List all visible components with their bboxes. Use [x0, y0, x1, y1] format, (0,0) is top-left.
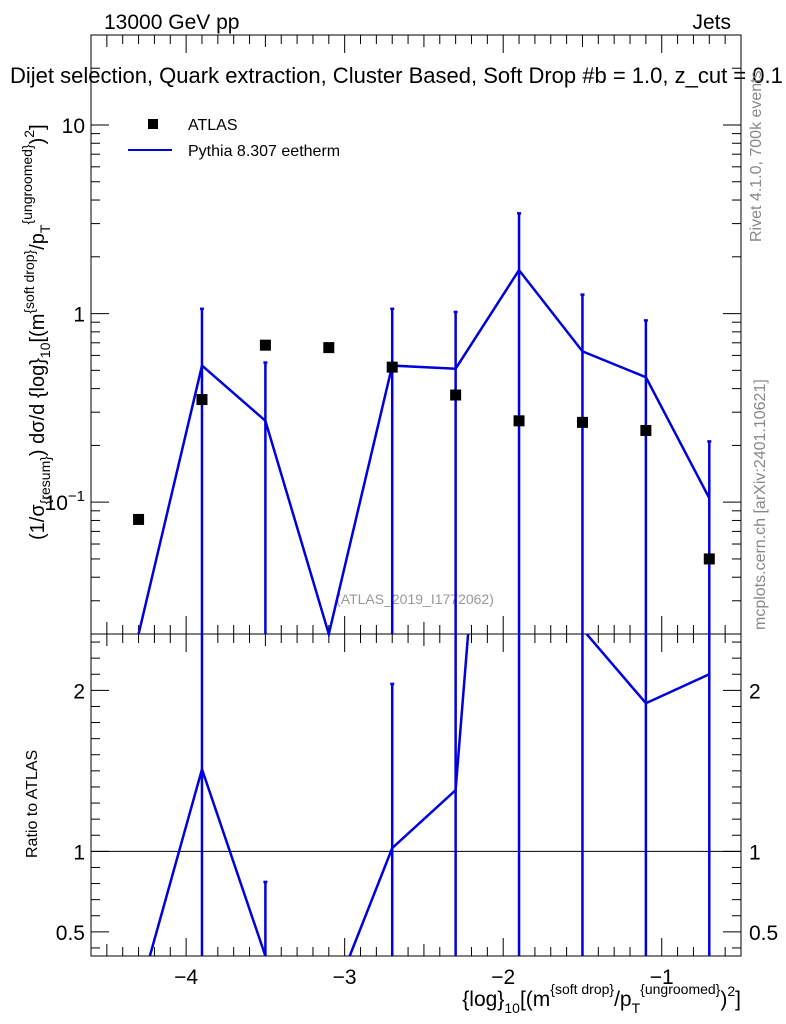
atlas-point	[323, 342, 335, 354]
legend-atlas-label: ATLAS	[188, 117, 238, 134]
mcplots-label: mcplots.cern.ch [arXiv:2401.10621]	[752, 379, 769, 630]
ratio-ytick-label: 0.5	[56, 922, 85, 945]
main-ytick-label: 10	[62, 115, 85, 138]
main-ticks: 10−1 1 10	[45, 34, 742, 635]
legend-pythia-label: Pythia 8.307 eetherm	[188, 143, 340, 160]
atlas-point	[196, 394, 208, 406]
atlas-point	[703, 553, 715, 565]
main-marks	[133, 212, 715, 639]
ratio-ytick-label-right: 2	[749, 680, 761, 703]
ratio-ylabel: Ratio to ATLAS	[24, 750, 41, 858]
ratio-ytick-label: 1	[73, 841, 85, 864]
ratio-ytick-label-right: 1	[749, 841, 761, 864]
pythia-line	[137, 267, 711, 639]
analysis-watermark: (ATLAS_2019_I1772062)	[336, 591, 494, 607]
ratio-xtick-label: −2	[491, 966, 515, 989]
atlas-point	[133, 513, 145, 525]
atlas-point	[386, 361, 398, 373]
atlas-point	[450, 389, 462, 401]
ratio-xtick-label: −1	[650, 966, 674, 989]
category-label: Jets	[692, 11, 731, 34]
atlas-point	[640, 424, 652, 436]
legend: ATLAS Pythia 8.307 eetherm	[128, 117, 340, 160]
ratio-xtick-label: −3	[333, 966, 357, 989]
ratio-ticks: −4 −3 −2 −1 0.5 0.5 1 1 2 2	[56, 634, 778, 989]
main-ytick-label: 10−1	[45, 488, 85, 515]
plot-title: Dijet selection, Quark extraction, Clust…	[10, 63, 783, 88]
ratio-line	[148, 634, 710, 956]
atlas-point	[259, 339, 271, 351]
ratio-ytick-label-right: 0.5	[749, 922, 778, 945]
ratio-xtick-label: −4	[174, 966, 198, 989]
legend-atlas-marker	[148, 119, 158, 129]
rivet-label: Rivet 4.1.0, 700k events	[748, 70, 765, 242]
atlas-point	[576, 416, 588, 428]
atlas-point	[513, 415, 525, 427]
main-ylabel: (1/σ{resum}) dσ/d {log}10[(m{soft drop}/…	[19, 124, 53, 540]
ratio-marks	[148, 634, 711, 956]
ratio-frame	[90, 633, 742, 957]
energy-label: 13000 GeV pp	[104, 11, 239, 34]
main-ytick-label: 1	[73, 304, 85, 327]
ratio-ytick-label: 2	[73, 680, 85, 703]
